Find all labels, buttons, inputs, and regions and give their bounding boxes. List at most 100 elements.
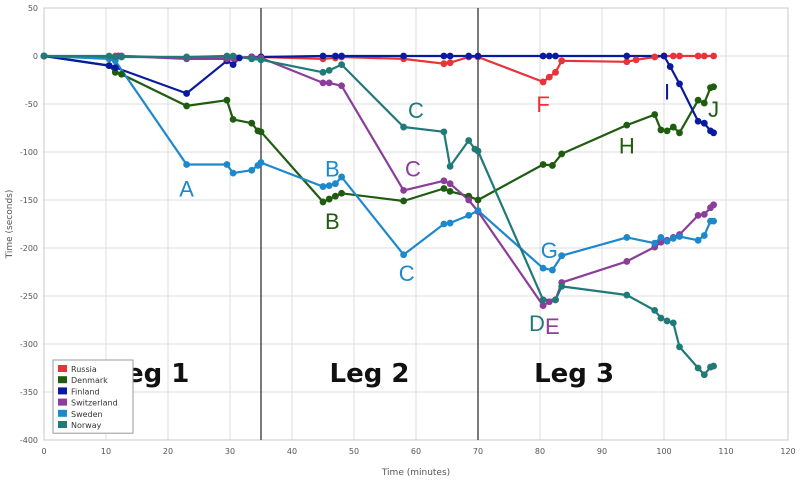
data-point-sweden — [465, 211, 473, 219]
data-point-switzerland — [319, 79, 327, 87]
annotation-letter: C — [408, 98, 424, 123]
legend-label-russia: Russia — [71, 365, 97, 374]
x-tick-label: 100 — [656, 447, 671, 456]
data-point-finland — [666, 63, 674, 70]
data-point-russia — [632, 56, 640, 64]
data-point-norway — [710, 362, 717, 370]
legend-label-switzerland: Switzerland — [71, 399, 118, 408]
data-point-sweden — [710, 217, 717, 225]
data-point-norway — [319, 68, 327, 76]
y-tick-label: -250 — [20, 292, 38, 301]
data-point-sweden — [694, 236, 702, 244]
y-tick-label: -100 — [20, 148, 38, 157]
data-point-denmark — [111, 68, 119, 76]
legend-label-norway: Norway — [71, 421, 102, 430]
data-point-finland — [446, 52, 454, 60]
data-point-switzerland — [440, 177, 448, 185]
data-point-switzerland — [657, 238, 665, 246]
data-point-denmark — [710, 83, 717, 91]
data-point-sweden — [446, 219, 454, 227]
data-point-denmark — [229, 115, 237, 123]
data-point-denmark — [446, 187, 454, 195]
data-point-finland — [400, 52, 407, 60]
leg-label: Leg 3 — [534, 359, 614, 389]
data-point-sweden — [657, 234, 665, 241]
data-point-russia — [446, 59, 454, 67]
y-tick-label: 50 — [28, 4, 38, 13]
x-tick-label: 50 — [349, 447, 359, 456]
data-point-sweden — [229, 169, 237, 177]
data-point-switzerland — [446, 180, 454, 188]
data-point-russia — [539, 78, 547, 86]
data-point-denmark — [332, 192, 339, 200]
data-point-switzerland — [623, 258, 631, 265]
data-point-russia — [552, 68, 559, 76]
data-point-norway — [657, 314, 665, 322]
legend-swatch-switzerland — [58, 398, 67, 406]
data-point-switzerland — [710, 201, 717, 209]
letter-annotations: A B B C C C D E F G H I J — [179, 80, 719, 339]
data-point-denmark — [257, 128, 265, 136]
data-point-russia — [440, 60, 448, 68]
x-tick-label: 90 — [597, 447, 607, 456]
y-tick-label: 0 — [33, 52, 38, 61]
data-point-finland — [539, 52, 547, 60]
x-tick-label: 80 — [535, 447, 545, 456]
annotation-letter: B — [325, 156, 340, 181]
data-point-sweden — [474, 207, 482, 214]
x-tick-label: 0 — [41, 447, 46, 456]
data-point-finland — [319, 52, 327, 60]
data-point-norway — [229, 52, 237, 60]
legend-label-sweden: Sweden — [71, 410, 103, 419]
series-line-switzerland — [43, 54, 715, 307]
data-point-finland — [229, 61, 237, 69]
data-point-finland — [552, 52, 559, 60]
data-point-denmark — [558, 150, 566, 158]
data-point-norway — [651, 307, 659, 314]
data-point-sweden — [651, 239, 659, 247]
leg-label: Leg 2 — [330, 359, 410, 389]
data-point-sweden — [223, 161, 231, 168]
data-point-sweden — [669, 235, 677, 242]
x-tick-label: 120 — [780, 447, 795, 456]
data-point-russia — [558, 57, 566, 65]
data-point-denmark — [325, 195, 333, 203]
x-tick-label: 30 — [225, 447, 235, 456]
data-point-russia — [651, 53, 659, 61]
x-tick-label: 70 — [473, 447, 483, 456]
legend-swatch-sweden — [58, 409, 67, 417]
annotation-letter: F — [536, 92, 549, 117]
data-point-finland — [183, 90, 191, 97]
data-point-norway — [676, 343, 683, 351]
data-point-russia — [710, 52, 717, 60]
legend-swatch-norway — [58, 421, 67, 428]
data-point-finland — [710, 129, 717, 137]
data-point-finland — [700, 119, 708, 127]
annotation-letter: E — [545, 314, 560, 339]
data-point-finland — [676, 80, 683, 88]
data-point-sweden — [248, 166, 256, 174]
data-point-switzerland — [545, 298, 553, 306]
data-point-denmark — [248, 119, 256, 127]
x-tick-label: 40 — [287, 447, 297, 456]
data-point-finland — [465, 52, 473, 60]
data-point-norway — [663, 317, 671, 325]
data-point-switzerland — [700, 211, 708, 218]
data-point-norway — [257, 56, 265, 64]
x-tick-label: 10 — [101, 447, 111, 456]
data-point-denmark — [676, 129, 683, 137]
data-point-finland — [545, 52, 553, 60]
annotation-letter: A — [179, 176, 194, 201]
data-point-norway — [111, 53, 119, 61]
data-point-denmark — [474, 196, 482, 204]
annotation-letter: G — [541, 238, 558, 263]
annotation-letter: H — [619, 133, 635, 158]
data-point-norway — [105, 52, 113, 60]
data-point-switzerland — [465, 196, 473, 204]
data-point-denmark — [657, 126, 665, 134]
annotation-letter: I — [664, 80, 670, 105]
plot-area-border — [43, 7, 789, 441]
data-point-finland — [660, 52, 668, 60]
